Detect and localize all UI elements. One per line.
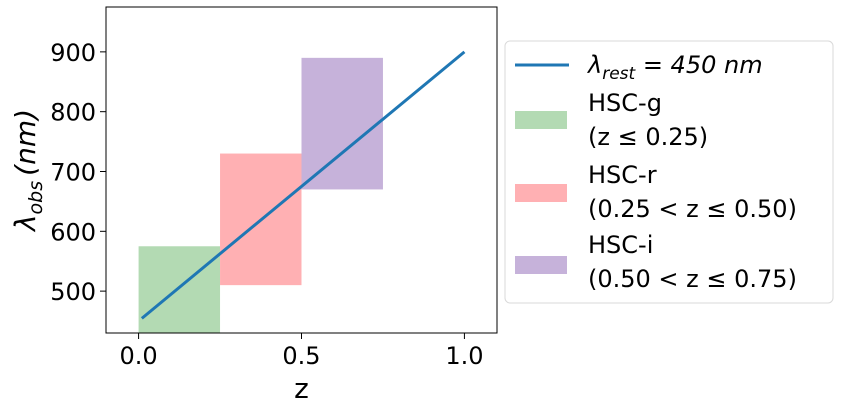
legend-swatch-hsc-g: [515, 111, 567, 129]
legend-swatch-hsc-r: [515, 184, 567, 202]
y-axis-title-symbol: λ: [9, 214, 42, 233]
x-tick-label: 1.0: [445, 342, 483, 370]
plot-lines: [140, 50, 466, 320]
y-axis-title-subscript: obs: [25, 181, 47, 215]
y-tick-label: 700: [50, 158, 96, 186]
series-line-rest: [140, 50, 466, 320]
band-hsc-i: [301, 57, 383, 190]
y-axis: 500 600 700 800 900: [50, 39, 106, 306]
legend-box: [504, 40, 834, 304]
x-axis: 0.0 0.5 1.0: [119, 333, 484, 370]
legend-label-hsc-i-line1: HSC-i: [588, 231, 653, 259]
legend-swatch-hsc-i: [515, 256, 567, 274]
y-tick-label: 900: [50, 39, 96, 67]
y-tick-label: 600: [50, 218, 96, 246]
y-axis-title: λobs (nm): [9, 109, 47, 233]
legend-label-rest-line: λrest = 450 nm: [586, 51, 763, 84]
legend-label-hsc-r-line1: HSC-r: [588, 161, 657, 189]
x-tick-label: 0.0: [119, 342, 157, 370]
y-tick-label: 800: [50, 99, 96, 127]
y-axis-title-unit: (nm): [9, 109, 42, 176]
legend-label-hsc-r-line2: (0.25 < z ≤ 0.50): [588, 195, 797, 223]
y-tick-label: 500: [50, 278, 96, 306]
legend: λrest = 450 nm HSC-g (z ≤ 0.25) HSC-r (0…: [504, 40, 834, 304]
legend-label-hsc-g-line2: (z ≤ 0.25): [588, 123, 708, 151]
band-hsc-g: [138, 246, 221, 333]
x-tick-label: 0.5: [282, 342, 320, 370]
x-axis-title: z: [294, 372, 309, 405]
legend-label-hsc-i-line2: (0.50 < z ≤ 0.75): [588, 265, 797, 293]
legend-label-hsc-g-line1: HSC-g: [588, 89, 662, 117]
